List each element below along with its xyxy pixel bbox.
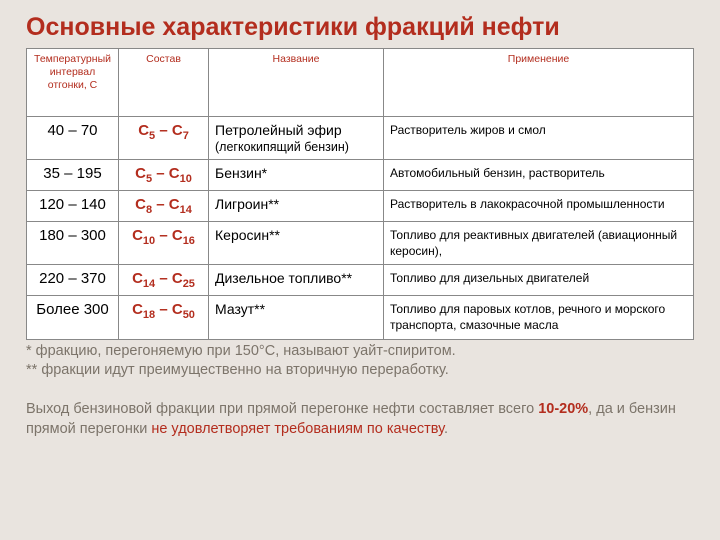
cell-app: Автомобильный бензин, растворитель (384, 159, 694, 190)
cell-comp: С10 – С16 (119, 221, 209, 264)
cell-temp: 220 – 370 (27, 265, 119, 296)
cell-app: Растворитель жиров и смол (384, 116, 694, 159)
footnote-1b: ** фракции идут преимущественно на втори… (26, 362, 449, 378)
cell-comp: С5 – С10 (119, 159, 209, 190)
table-row: 120 – 140С8 – С14Лигроин**Растворитель в… (27, 190, 694, 221)
table-row: 40 – 70С5 – С7Петролейный эфир (легкокип… (27, 116, 694, 159)
cell-app: Растворитель в лакокрасочной промышленно… (384, 190, 694, 221)
footnote-block: * фракцию, перегоняемую при 150°С, назыв… (26, 342, 694, 440)
cell-name: Лигроин** (209, 190, 384, 221)
cell-name: Дизельное топливо** (209, 265, 384, 296)
table-header-row: Температурный интервал отгонки, С Состав… (27, 48, 694, 116)
table-row: Более 300С18 – С50Мазут**Топливо для пар… (27, 296, 694, 339)
cell-temp: 180 – 300 (27, 221, 119, 264)
col-header-name: Название (209, 48, 384, 116)
footnote-1a: * фракцию, перегоняемую при 150°С, назыв… (26, 343, 456, 359)
footnote-2-pct: 10-20% (538, 401, 588, 417)
cell-name: Петролейный эфир (легкокипящий бензин) (209, 116, 384, 159)
slide-title: Основные характеристики фракций нефти (26, 14, 694, 42)
cell-comp: С18 – С50 (119, 296, 209, 339)
table-row: 180 – 300С10 – С16Керосин**Топливо для р… (27, 221, 694, 264)
table-row: 35 – 195С5 – С10Бензин*Автомобильный бен… (27, 159, 694, 190)
fractions-table: Температурный интервал отгонки, С Состав… (26, 48, 694, 340)
cell-temp: 120 – 140 (27, 190, 119, 221)
cell-name: Мазут** (209, 296, 384, 339)
footnote-2-pre: Выход бензиновой фракции при прямой пере… (26, 401, 538, 417)
cell-name: Керосин** (209, 221, 384, 264)
cell-app: Топливо для дизельных двигателей (384, 265, 694, 296)
cell-temp: Более 300 (27, 296, 119, 339)
col-header-app: Применение (384, 48, 694, 116)
cell-app: Топливо для реактивных двигателей (авиац… (384, 221, 694, 264)
footnote-2-post: . (444, 421, 448, 437)
cell-app: Топливо для паровых котлов, речного и мо… (384, 296, 694, 339)
table-row: 220 – 370С14 – С25Дизельное топливо**Топ… (27, 265, 694, 296)
col-header-temp: Температурный интервал отгонки, С (27, 48, 119, 116)
cell-comp: С5 – С7 (119, 116, 209, 159)
cell-comp: С8 – С14 (119, 190, 209, 221)
col-header-comp: Состав (119, 48, 209, 116)
cell-name: Бензин* (209, 159, 384, 190)
cell-temp: 35 – 195 (27, 159, 119, 190)
cell-temp: 40 – 70 (27, 116, 119, 159)
footnote-2-accent: не удовлетворяет требованиям по качеству (151, 421, 444, 437)
cell-comp: С14 – С25 (119, 265, 209, 296)
